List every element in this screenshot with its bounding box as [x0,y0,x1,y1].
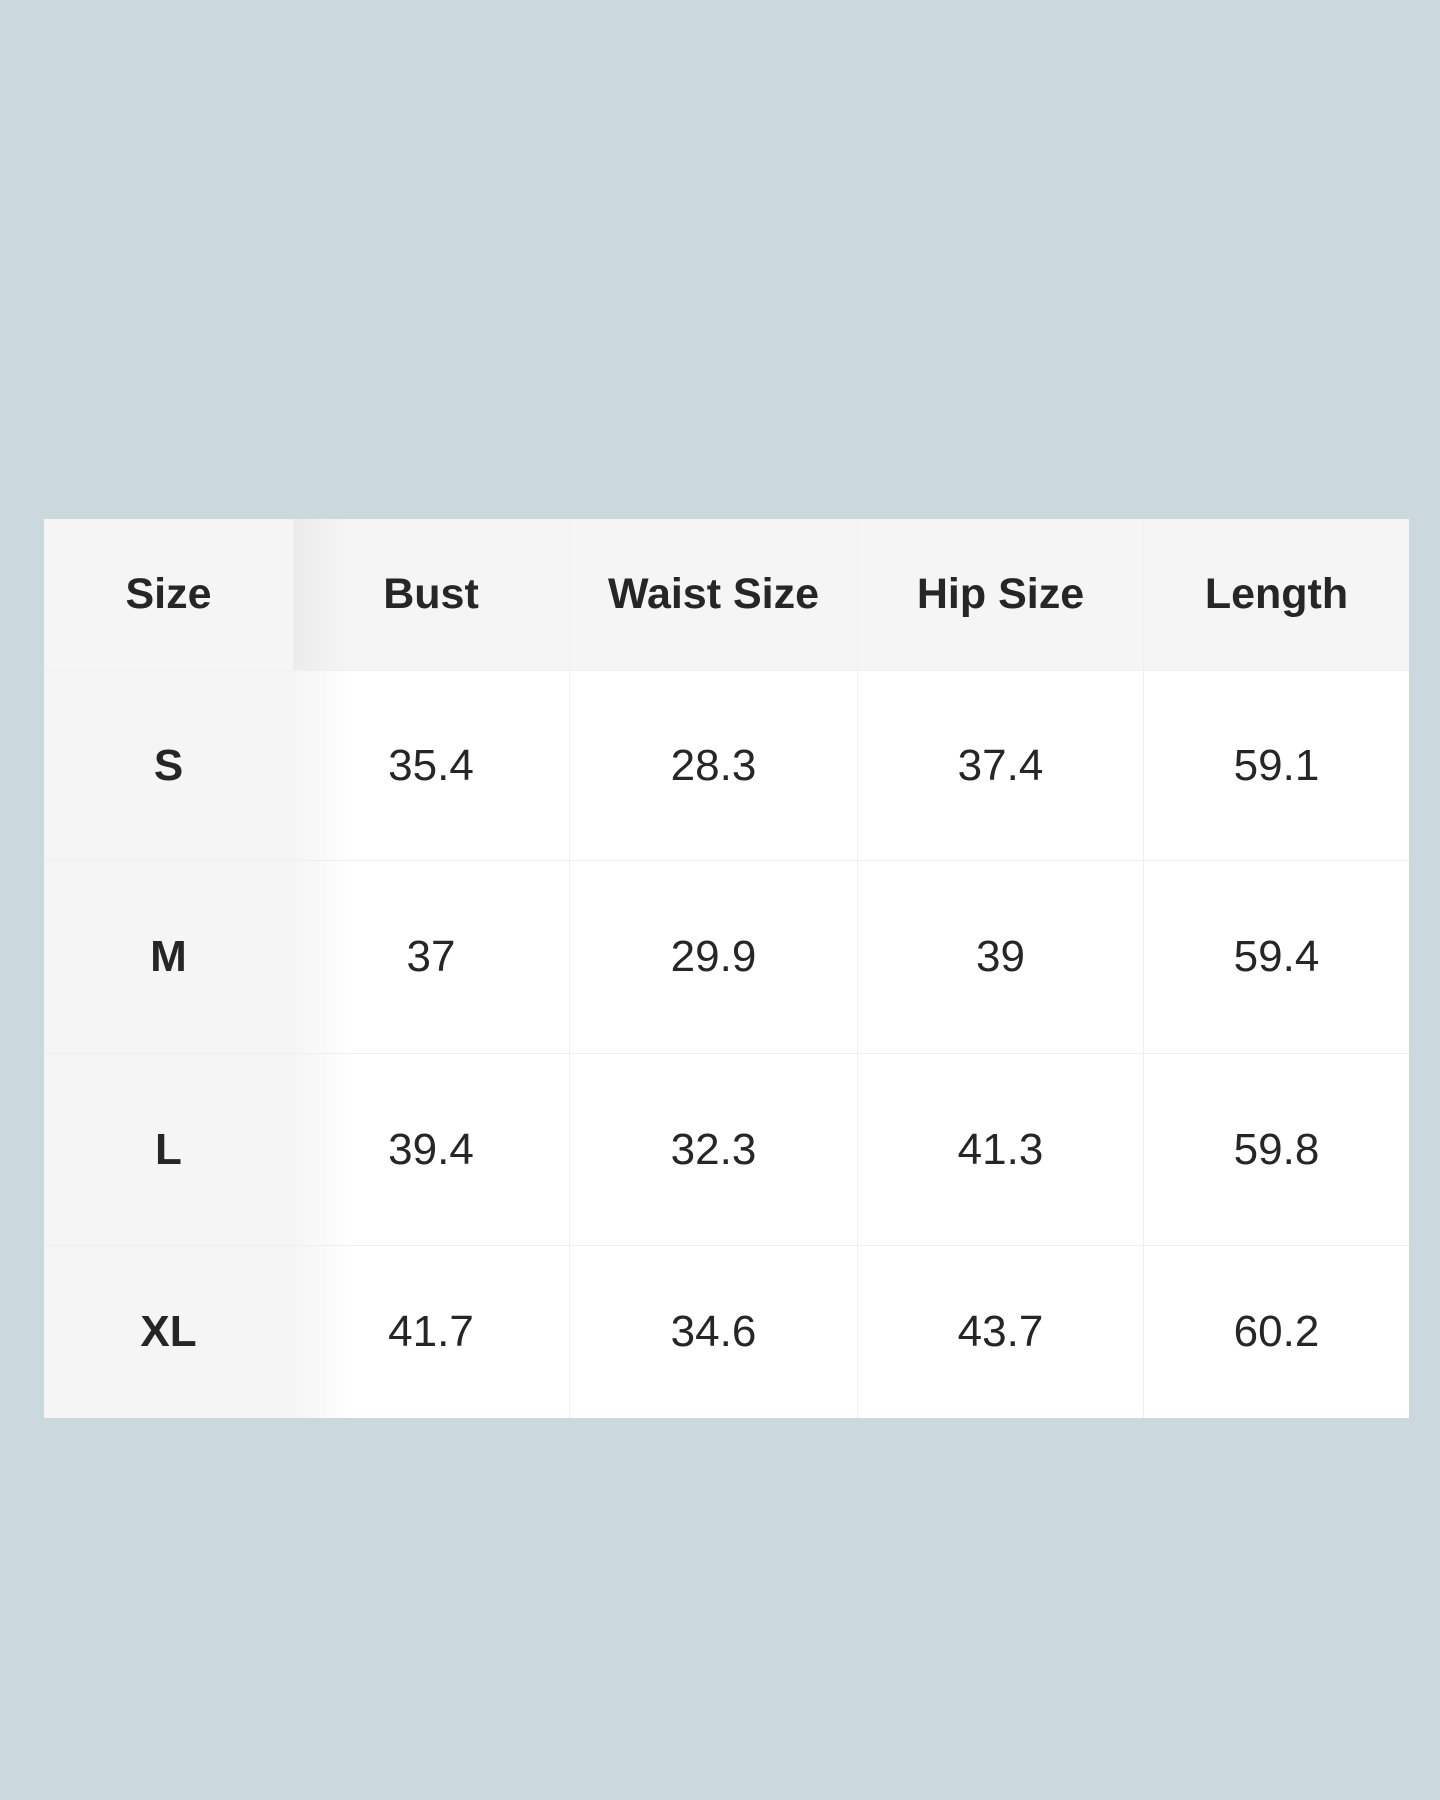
cell-bust: 35.4 [293,671,570,861]
cell-length: 59.4 [1144,861,1409,1054]
size-chart-table: Size Bust Waist Size Hip Size Length S 35… [44,519,1409,1418]
cell-waist-size: 34.6 [570,1246,858,1418]
cell-length: 59.1 [1144,671,1409,861]
cell-waist-size: 32.3 [570,1054,858,1246]
cell-size: M [44,861,293,1054]
header-hip-size: Hip Size [858,519,1144,671]
cell-hip-size: 37.4 [858,671,1144,861]
cell-bust: 39.4 [293,1054,570,1246]
cell-bust: 41.7 [293,1246,570,1418]
cell-hip-size: 41.3 [858,1054,1144,1246]
cell-waist-size: 28.3 [570,671,858,861]
header-waist-size: Waist Size [570,519,858,671]
cell-waist-size: 29.9 [570,861,858,1054]
cell-hip-size: 39 [858,861,1144,1054]
cell-bust: 37 [293,861,570,1054]
header-length: Length [1144,519,1409,671]
header-bust: Bust [293,519,570,671]
cell-size: S [44,671,293,861]
cell-size: L [44,1054,293,1246]
cell-size: XL [44,1246,293,1418]
header-size: Size [44,519,293,671]
cell-length: 60.2 [1233,1307,1320,1356]
cell-length: 59.8 [1144,1054,1409,1246]
cell-hip-size: 43.7 [858,1246,1144,1418]
